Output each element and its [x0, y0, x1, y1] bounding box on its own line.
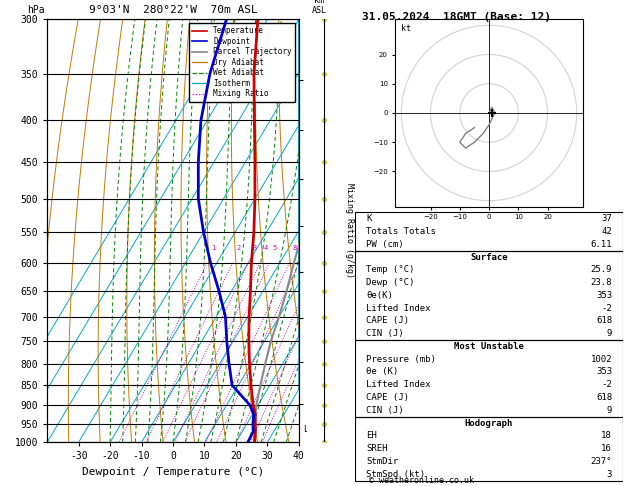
- Text: © weatheronline.co.uk: © weatheronline.co.uk: [369, 476, 474, 485]
- Text: -2: -2: [601, 380, 612, 389]
- Text: 1002: 1002: [591, 355, 612, 364]
- Text: 18: 18: [601, 431, 612, 440]
- Text: 23.8: 23.8: [591, 278, 612, 287]
- Text: 1: 1: [211, 245, 215, 251]
- X-axis label: Dewpoint / Temperature (°C): Dewpoint / Temperature (°C): [82, 467, 264, 477]
- Text: 618: 618: [596, 393, 612, 402]
- Bar: [355, 212, 623, 251]
- Text: km
ASL: km ASL: [311, 0, 326, 15]
- Text: CAPE (J): CAPE (J): [366, 316, 409, 325]
- Text: StmSpd (kt): StmSpd (kt): [366, 469, 425, 479]
- Text: Surface: Surface: [470, 253, 508, 261]
- Text: 4: 4: [264, 245, 268, 251]
- Bar: [355, 251, 623, 340]
- Text: 2: 2: [237, 245, 241, 251]
- Text: 3: 3: [252, 245, 256, 251]
- Text: EH: EH: [366, 431, 377, 440]
- Text: hPa: hPa: [27, 5, 45, 15]
- Text: K: K: [366, 214, 372, 223]
- Text: -2: -2: [601, 304, 612, 312]
- Text: kt: kt: [401, 24, 411, 33]
- Legend: Temperature, Dewpoint, Parcel Trajectory, Dry Adiabat, Wet Adiabat, Isotherm, Mi: Temperature, Dewpoint, Parcel Trajectory…: [189, 23, 295, 102]
- Text: 31.05.2024  18GMT (Base: 12): 31.05.2024 18GMT (Base: 12): [362, 12, 550, 22]
- Text: 6.11: 6.11: [591, 240, 612, 249]
- Bar: [355, 340, 623, 417]
- Text: SREH: SREH: [366, 444, 387, 453]
- Text: 37: 37: [601, 214, 612, 223]
- Text: 9°03'N  280°22'W  70m ASL: 9°03'N 280°22'W 70m ASL: [89, 5, 257, 15]
- Text: 3: 3: [606, 469, 612, 479]
- Text: CIN (J): CIN (J): [366, 329, 404, 338]
- Text: Mixing Ratio (g/kg): Mixing Ratio (g/kg): [345, 183, 354, 278]
- Text: 5: 5: [273, 245, 277, 251]
- Bar: [355, 417, 623, 481]
- Text: PW (cm): PW (cm): [366, 240, 404, 249]
- Text: Lifted Index: Lifted Index: [366, 304, 431, 312]
- Text: 353: 353: [596, 367, 612, 377]
- Text: 16: 16: [601, 444, 612, 453]
- Text: Hodograph: Hodograph: [465, 418, 513, 428]
- Text: 618: 618: [596, 316, 612, 325]
- Text: 42: 42: [601, 227, 612, 236]
- Text: Dewp (°C): Dewp (°C): [366, 278, 415, 287]
- Text: StmDir: StmDir: [366, 457, 398, 466]
- Text: Most Unstable: Most Unstable: [454, 342, 524, 351]
- Text: θe (K): θe (K): [366, 367, 398, 377]
- Text: θe(K): θe(K): [366, 291, 393, 300]
- Text: 9: 9: [606, 406, 612, 415]
- Text: CAPE (J): CAPE (J): [366, 393, 409, 402]
- Text: 237°: 237°: [591, 457, 612, 466]
- Text: 9: 9: [606, 329, 612, 338]
- Text: CIN (J): CIN (J): [366, 406, 404, 415]
- Text: 8: 8: [293, 245, 297, 251]
- Text: 353: 353: [596, 291, 612, 300]
- Text: Pressure (mb): Pressure (mb): [366, 355, 436, 364]
- Text: Lifted Index: Lifted Index: [366, 380, 431, 389]
- Text: Temp (°C): Temp (°C): [366, 265, 415, 274]
- Text: Totals Totals: Totals Totals: [366, 227, 436, 236]
- Text: LCL: LCL: [299, 425, 319, 434]
- Text: 25.9: 25.9: [591, 265, 612, 274]
